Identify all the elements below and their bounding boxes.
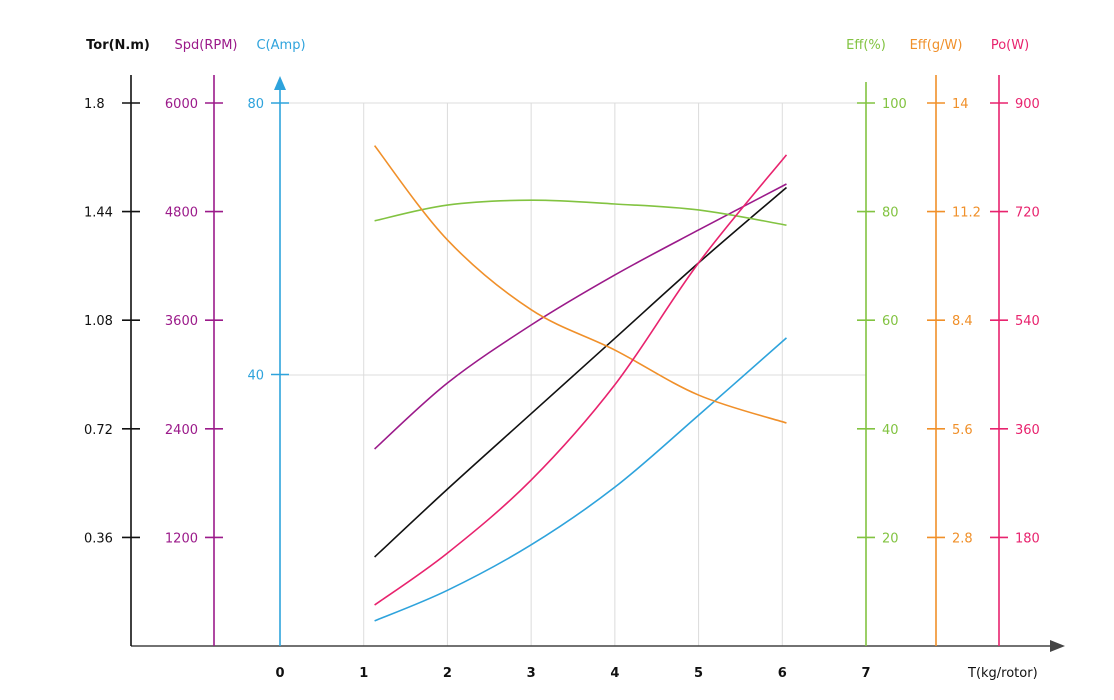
series-line-cur — [374, 337, 787, 622]
x-tick-label: 3 — [527, 666, 536, 681]
cur-axis-title: C(Amp) — [256, 38, 305, 53]
effg-axis-title: Eff(g/W) — [910, 38, 963, 53]
current-axis-arrow-icon — [274, 76, 286, 90]
effp-tick-label: 40 — [882, 423, 899, 438]
grid — [280, 102, 866, 646]
x-tick-label: 2 — [443, 666, 452, 681]
x-tick-label: 1 — [359, 666, 368, 681]
tor-tick-label: 0.72 — [84, 423, 113, 438]
cur-tick-label: 80 — [247, 97, 264, 112]
effg-tick-label: 5.6 — [952, 423, 973, 438]
effp-tick-label: 60 — [882, 314, 899, 329]
po-tick-label: 180 — [1015, 531, 1040, 546]
series-line-spd — [374, 183, 787, 450]
spd-tick-label: 1200 — [165, 531, 198, 546]
series-line-po — [374, 154, 788, 606]
effp-tick-label: 20 — [882, 531, 899, 546]
x-tick-label: 7 — [861, 666, 870, 681]
effp-tick-label: 100 — [882, 97, 907, 112]
po-tick-label: 900 — [1015, 97, 1040, 112]
series-line-effg — [373, 145, 787, 424]
po-tick-label: 720 — [1015, 206, 1040, 221]
x-axis-label: T(kg/rotor) — [967, 666, 1038, 681]
tor-tick-label: 1.44 — [84, 206, 113, 221]
spd-tick-label: 4800 — [165, 206, 198, 221]
series-line-tor — [374, 186, 787, 558]
spd-tick-label: 3600 — [165, 314, 198, 329]
spd-axis-title: Spd(RPM) — [175, 38, 238, 53]
spd-tick-label: 6000 — [165, 97, 198, 112]
po-axis-title: Po(W) — [991, 38, 1029, 53]
series-lines — [373, 145, 788, 622]
effp-axis-title: Eff(%) — [846, 38, 886, 53]
effg-tick-label: 11.2 — [952, 206, 981, 221]
x-tick-label: 4 — [610, 666, 619, 681]
cur-tick-label: 40 — [247, 369, 264, 384]
x-tick-label: 5 — [694, 666, 703, 681]
po-tick-label: 540 — [1015, 314, 1040, 329]
tor-tick-label: 0.36 — [84, 531, 113, 546]
x-tick-label: 0 — [275, 666, 284, 681]
axes: 0 1 2 3 4 5 6 7 Tor(N.m) 0.36 0.72 1.08 1.44 1.8 Spd(R… — [84, 38, 1065, 681]
x-tick-label: 6 — [778, 666, 787, 681]
effg-tick-label: 2.8 — [952, 531, 973, 546]
x-axis-arrow-icon — [1050, 640, 1065, 652]
series-line-effp — [374, 199, 787, 226]
effg-tick-label: 8.4 — [952, 314, 973, 329]
po-tick-label: 360 — [1015, 423, 1040, 438]
tor-tick-label: 1.08 — [84, 314, 113, 329]
effp-tick-label: 80 — [882, 206, 899, 221]
tor-tick-label: 1.8 — [84, 97, 105, 112]
spd-tick-label: 2400 — [165, 423, 198, 438]
effg-tick-label: 14 — [952, 97, 969, 112]
tor-axis-title: Tor(N.m) — [86, 38, 150, 53]
